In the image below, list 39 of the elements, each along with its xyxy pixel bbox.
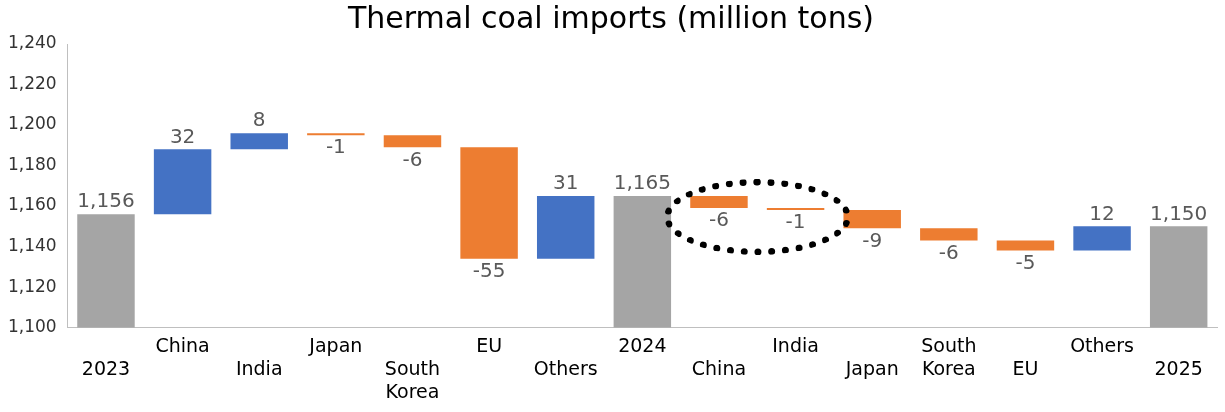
- x-tick-label: Others: [533, 356, 598, 379]
- y-tick-label: 1,140: [8, 234, 57, 255]
- data-label: 31: [552, 170, 579, 195]
- x-tick-label: India: [235, 356, 283, 379]
- x-tick-label: South Korea: [384, 356, 441, 402]
- x-tick-label: India: [772, 333, 819, 356]
- data-label: -6: [938, 239, 959, 264]
- data-label: -5: [1015, 249, 1036, 274]
- data-label: 32: [169, 123, 196, 148]
- y-tick-label: 1,180: [8, 153, 57, 174]
- chart-title: Thermal coal imports (million tons): [346, 0, 875, 35]
- y-tick-label: 1,160: [8, 194, 57, 215]
- data-label: -55: [472, 257, 506, 282]
- x-tick-label: 2023: [81, 356, 131, 379]
- y-tick-label: 1,240: [8, 32, 57, 53]
- data-label: 1,150: [1150, 200, 1208, 225]
- x-tick-label: EU: [476, 333, 503, 356]
- x-tick-label: Japan: [844, 356, 899, 379]
- x-tick-label: Japan: [308, 333, 363, 356]
- data-label: 1,165: [613, 170, 671, 195]
- data-label: -6: [402, 146, 423, 171]
- data-label: -6: [708, 207, 729, 232]
- x-tick-label: 2025: [1154, 356, 1203, 379]
- x-tick-label: EU: [1012, 356, 1039, 379]
- x-tick-label: 2024: [618, 333, 667, 356]
- data-label: 1,156: [77, 188, 135, 213]
- x-tick-label: South Korea: [921, 333, 977, 379]
- data-label: -9: [862, 227, 883, 252]
- data-label: 8: [252, 107, 266, 132]
- y-tick-label: 1,220: [8, 72, 57, 93]
- y-tick-label: 1,100: [8, 316, 57, 337]
- data-label: 12: [1089, 200, 1115, 225]
- x-tick-label: China: [691, 356, 747, 379]
- y-tick-label: 1,200: [8, 113, 57, 134]
- x-tick-label: China: [155, 333, 210, 356]
- y-tick-label: 1,120: [8, 275, 57, 296]
- data-label: -1: [325, 134, 346, 159]
- x-tick-label: Others: [1070, 333, 1134, 356]
- data-label: -1: [785, 209, 806, 234]
